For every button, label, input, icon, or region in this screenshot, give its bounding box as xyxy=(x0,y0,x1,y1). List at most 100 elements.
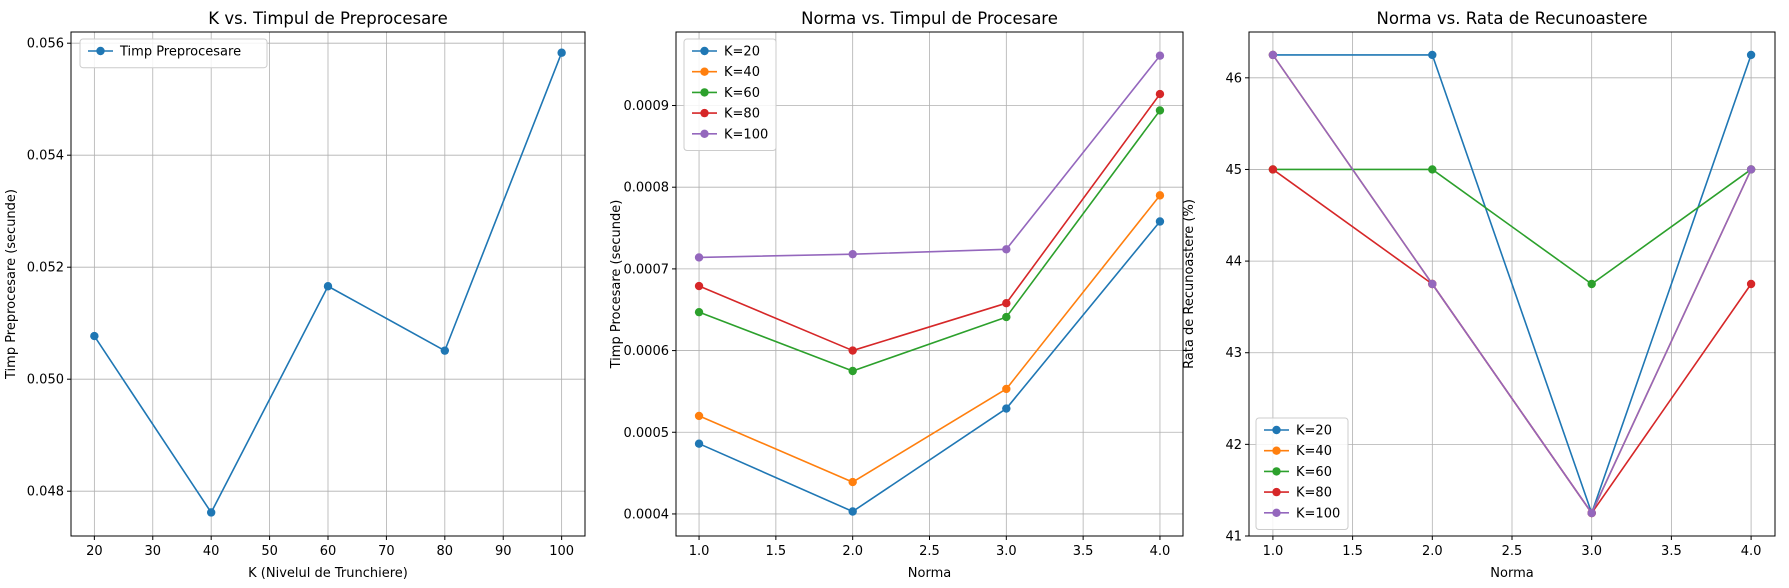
y-axis-label: Rata de Recunoastere (%) xyxy=(1182,199,1197,369)
x-axis-label: K (Nivelul de Trunchiere) xyxy=(248,566,408,581)
legend-marker xyxy=(1272,425,1281,435)
x-tick-label: 60 xyxy=(320,544,337,559)
x-tick-label: 2.5 xyxy=(1502,544,1523,559)
legend-label: K=100 xyxy=(724,127,768,142)
x-tick-label: 50 xyxy=(261,544,278,559)
legend-label: Timp Preprocesare xyxy=(119,45,241,60)
data-point xyxy=(323,282,333,291)
legend-label: K=40 xyxy=(724,65,760,80)
legend-box xyxy=(79,38,268,69)
x-tick-label: 2.5 xyxy=(919,544,940,559)
panel-1: 20 30 40 50 60 70 80 90 100 0.048 0.050 0.052 0.054 0… xyxy=(4,9,586,581)
data-point xyxy=(848,249,857,259)
data-point xyxy=(1155,51,1165,60)
data-point xyxy=(694,439,704,448)
legend-label: K=20 xyxy=(1296,424,1332,439)
legend: K=20 K=40 K=60 K=80 K=100 xyxy=(683,38,777,151)
series-line-4 xyxy=(698,93,1161,352)
y-tick-label: 0.050 xyxy=(27,373,64,388)
data-point xyxy=(1002,312,1011,322)
legend-marker xyxy=(700,129,709,138)
y-tick-label: 42 xyxy=(1225,438,1242,453)
data-point xyxy=(1746,165,1756,174)
data-point xyxy=(694,307,704,317)
data-point xyxy=(694,411,704,421)
series-line-1 xyxy=(698,221,1161,513)
legend-marker xyxy=(700,108,709,118)
data-point xyxy=(1428,50,1437,60)
y-tick-label: 0.056 xyxy=(27,37,64,52)
chart-title: Norma vs. Timpul de Procesare xyxy=(801,9,1058,28)
x-tick-label: 2.0 xyxy=(1422,544,1443,559)
y-tick-label: 46 xyxy=(1225,71,1242,86)
x-tick-label: 80 xyxy=(437,544,454,559)
y-tick-label: 0.0007 xyxy=(624,262,670,277)
chart-title: Norma vs. Rata de Recunoastere xyxy=(1377,9,1648,28)
data-point xyxy=(1268,165,1278,174)
x-axis-label: Norma xyxy=(1490,566,1533,581)
x-tick-label: 1.0 xyxy=(1263,544,1284,559)
x-tick-label: 2.0 xyxy=(842,544,863,559)
legend-label: K=100 xyxy=(1296,506,1340,521)
y-tick-label: 0.0009 xyxy=(624,99,670,114)
x-tick-label: 90 xyxy=(495,544,512,559)
legend-label: K=80 xyxy=(1296,486,1332,501)
data-point xyxy=(1002,298,1011,308)
legend-marker xyxy=(700,67,709,76)
y-tick-label: 0.052 xyxy=(27,261,64,276)
x-tick-label: 40 xyxy=(203,544,220,559)
y-axis-label: Timp Preprocesare (secunde) xyxy=(4,189,19,380)
data-point xyxy=(206,508,216,517)
data-point xyxy=(1155,89,1165,99)
x-tick-label: 1.0 xyxy=(689,544,710,559)
y-tick-label: 0.0005 xyxy=(624,426,670,441)
data-point xyxy=(1155,106,1165,115)
legend: Timp Preprocesare xyxy=(79,38,268,69)
legend-marker xyxy=(700,88,709,97)
y-tick-label: 0.0004 xyxy=(624,507,670,522)
y-tick-label: 0.0008 xyxy=(624,181,670,196)
legend-label: K=20 xyxy=(724,45,760,60)
y-tick-label: 0.054 xyxy=(27,149,64,164)
data-point xyxy=(848,366,857,376)
data-point xyxy=(848,507,857,516)
legend-label: K=80 xyxy=(724,107,760,122)
legend-marker xyxy=(96,46,105,56)
legend-label: K=60 xyxy=(724,86,760,101)
x-tick-label: 1.5 xyxy=(1342,544,1363,559)
y-tick-label: 44 xyxy=(1225,255,1242,270)
data-point xyxy=(848,477,857,487)
x-tick-label: 20 xyxy=(86,544,103,559)
x-tick-label: 3.5 xyxy=(1073,544,1094,559)
legend-box xyxy=(1255,417,1349,530)
data-point xyxy=(1268,50,1278,60)
x-tick-label: 3.0 xyxy=(1581,544,1602,559)
y-tick-label: 0.0006 xyxy=(624,344,670,359)
x-tick-label: 4.0 xyxy=(1741,544,1762,559)
x-tick-label: 100 xyxy=(549,544,574,559)
chart-title: K vs. Timpul de Preprocesare xyxy=(208,9,448,28)
panel-3: 1.0 1.5 2.0 2.5 3.0 3.5 4.0 41 42 43 44 45 46 Norma v… xyxy=(1182,9,1776,581)
x-axis-label: Norma xyxy=(908,566,951,581)
series-line-1 xyxy=(1272,54,1752,514)
legend-marker xyxy=(1272,467,1281,476)
y-tick-label: 0.048 xyxy=(27,485,64,500)
y-tick-label: 45 xyxy=(1225,163,1242,178)
data-point xyxy=(1002,404,1011,413)
data-point xyxy=(1428,165,1437,174)
data-point xyxy=(1746,279,1756,289)
data-point xyxy=(557,48,566,57)
series-line-3 xyxy=(698,109,1161,372)
panel-2: 1.0 1.5 2.0 2.5 3.0 3.5 4.0 0.0004 0.0005 0.0006 0… xyxy=(609,9,1184,581)
y-tick-label: 43 xyxy=(1225,346,1242,361)
legend-marker xyxy=(1272,508,1281,517)
x-tick-label: 3.0 xyxy=(996,544,1017,559)
series-line-5 xyxy=(699,55,1161,259)
x-tick-label: 3.5 xyxy=(1661,544,1682,559)
x-tick-label: 1.5 xyxy=(766,544,787,559)
data-point xyxy=(1428,279,1437,289)
data-point xyxy=(1002,245,1011,254)
data-point xyxy=(694,281,704,291)
data-point xyxy=(694,253,704,262)
